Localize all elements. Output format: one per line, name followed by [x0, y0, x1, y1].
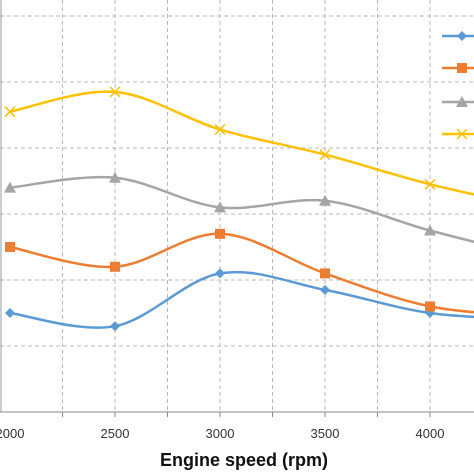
legend-entry-3	[442, 96, 474, 107]
series-4	[4, 86, 474, 196]
data-point	[5, 308, 15, 318]
data-point	[319, 149, 331, 161]
x-tick-label: 2500	[101, 426, 130, 441]
x-tick-label: 3500	[311, 426, 340, 441]
x-tick-label: 4000	[416, 426, 445, 441]
series-2	[5, 228, 474, 314]
series-1	[5, 268, 474, 332]
marker-stroke	[424, 178, 436, 190]
x-tick-label: 3000	[206, 426, 235, 441]
legend-entry-2	[442, 63, 474, 73]
data-point	[457, 63, 467, 73]
legend	[442, 31, 474, 140]
data-point	[456, 96, 468, 107]
grid-lines	[0, 0, 474, 412]
series-line	[9, 175, 474, 244]
data-point	[456, 128, 468, 140]
data-point	[215, 268, 225, 279]
data-point	[109, 171, 121, 183]
marker-stroke	[4, 106, 16, 118]
data-point	[319, 194, 331, 206]
legend-entry-1	[442, 31, 474, 41]
data-point	[5, 242, 15, 252]
marker-stroke	[214, 123, 226, 136]
marker-stroke	[319, 149, 331, 161]
marker-stroke	[109, 86, 121, 98]
data-point	[425, 301, 435, 312]
x-tick-label: 2000	[0, 426, 24, 441]
x-axis-title: Engine speed (rpm)	[160, 450, 328, 470]
data-point	[320, 284, 330, 295]
data-point	[457, 31, 467, 41]
x-axis	[0, 411, 474, 417]
data-point	[214, 123, 226, 136]
legend-entry-4	[442, 128, 474, 140]
data-point	[4, 106, 16, 118]
x-tick-labels: 200025003000350040004500	[0, 426, 445, 441]
series-3	[4, 171, 474, 244]
data-point	[110, 321, 120, 332]
series-line	[9, 232, 474, 314]
series-line	[9, 90, 474, 196]
data-point	[109, 86, 121, 98]
marker-stroke	[456, 128, 468, 140]
data-point	[215, 228, 225, 239]
data-point	[424, 224, 436, 236]
series-lines	[4, 86, 474, 332]
data-point	[110, 261, 120, 272]
data-point	[4, 181, 16, 193]
data-point	[214, 201, 226, 213]
series-line	[9, 270, 474, 329]
data-point	[424, 178, 436, 190]
data-point	[320, 268, 330, 279]
